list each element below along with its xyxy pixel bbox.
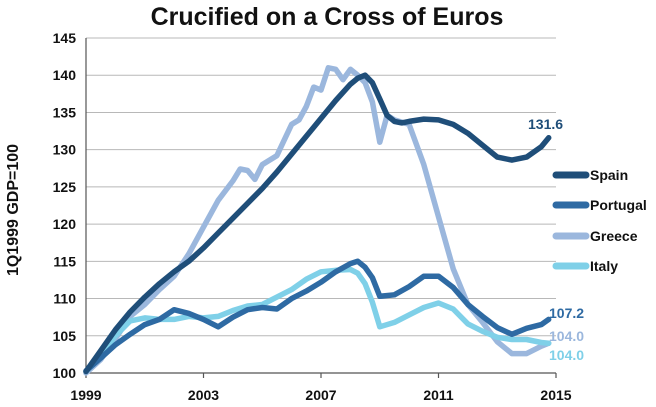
y-tick-label: 115 [53,253,76,269]
y-tick-label: 135 [53,104,77,120]
x-tick-label: 2011 [423,387,454,403]
y-tick-label: 100 [53,365,77,381]
end-label-portugal: 107.2 [549,305,584,321]
legend: Spain Portugal Greece Italy [552,167,647,274]
end-label-greece: 104.0 [549,328,584,344]
legend-label: Italy [590,258,618,274]
chart-title: Crucified on a Cross of Euros [151,3,504,31]
series-line-spain [83,72,552,375]
legend-label: Greece [590,228,638,244]
series-line-portugal [83,258,552,374]
y-tick-label: 130 [53,142,77,158]
gridlines [86,37,556,337]
y-tick-label: 105 [53,328,77,344]
x-tick-label: 2015 [540,387,571,403]
y-tick-label: 120 [53,216,77,232]
series-lines [83,65,552,376]
x-tick-label: 2003 [188,387,219,403]
legend-item-spain: Spain [552,167,628,183]
y-tick-label: 140 [53,67,77,83]
legend-label: Spain [590,167,628,183]
end-label-italy: 104.0 [549,347,584,363]
end-labels: 131.6 107.2 104.0 104.0 [528,116,584,363]
axes: 100 105 110 115 120 125 130 135 140 145 1999 2003 20… [53,30,572,403]
y-tick-label: 110 [53,291,76,307]
legend-label: Portugal [590,197,647,213]
x-tick-label: 1999 [70,387,101,403]
legend-item-greece: Greece [552,228,638,244]
y-tick-label: 125 [53,179,77,195]
legend-item-portugal: Portugal [552,197,647,213]
y-axis-label: 1Q1999 GDP=100 [5,144,22,276]
end-label-spain: 131.6 [528,116,563,132]
x-tick-label: 2007 [305,387,336,403]
series-line-greece [83,65,552,376]
legend-item-italy: Italy [552,258,618,274]
y-tick-label: 145 [53,30,77,46]
